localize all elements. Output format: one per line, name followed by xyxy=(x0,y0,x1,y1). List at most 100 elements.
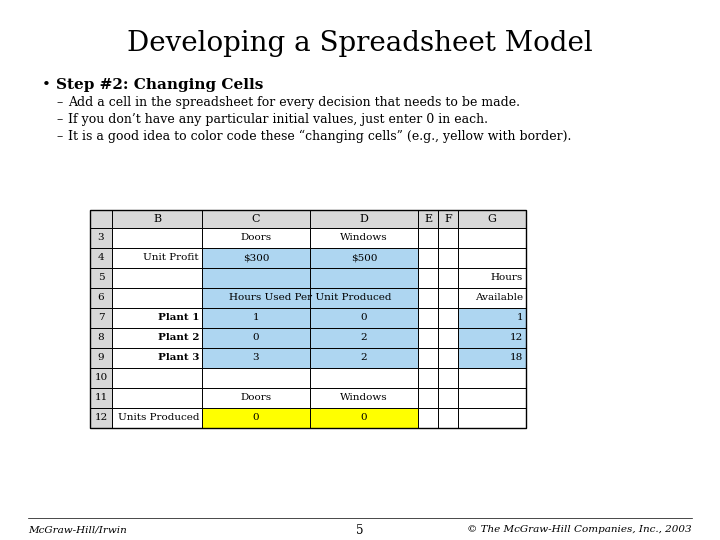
Text: 0: 0 xyxy=(361,314,367,322)
Text: 11: 11 xyxy=(94,394,107,402)
Bar xyxy=(112,268,202,288)
Bar xyxy=(310,368,418,388)
Text: C: C xyxy=(252,214,260,224)
Bar xyxy=(438,408,458,428)
Bar xyxy=(458,408,526,428)
Text: 9: 9 xyxy=(98,354,104,362)
Bar xyxy=(438,388,458,408)
Bar xyxy=(310,288,418,308)
Text: Add a cell in the spreadsheet for every decision that needs to be made.: Add a cell in the spreadsheet for every … xyxy=(68,96,520,109)
Bar xyxy=(202,248,310,268)
Bar xyxy=(458,308,526,328)
Text: Plant 2: Plant 2 xyxy=(158,334,199,342)
Text: –: – xyxy=(56,113,62,126)
Bar xyxy=(112,288,202,308)
Bar xyxy=(90,228,112,248)
Bar xyxy=(90,308,112,328)
Text: Unit Profit: Unit Profit xyxy=(143,253,199,262)
Bar xyxy=(90,328,112,348)
Text: –: – xyxy=(56,130,62,143)
Text: 5: 5 xyxy=(356,523,364,537)
Bar xyxy=(202,228,310,248)
Bar xyxy=(458,248,526,268)
Bar xyxy=(438,228,458,248)
Text: 7: 7 xyxy=(98,314,104,322)
Text: 2: 2 xyxy=(361,334,367,342)
Bar xyxy=(438,288,458,308)
Text: 0: 0 xyxy=(361,414,367,422)
Text: E: E xyxy=(424,214,432,224)
Bar xyxy=(438,210,458,228)
Bar xyxy=(418,348,438,368)
Text: $500: $500 xyxy=(351,253,377,262)
Bar xyxy=(310,268,418,288)
Text: 0: 0 xyxy=(253,414,259,422)
Bar xyxy=(310,248,418,268)
Bar xyxy=(112,210,202,228)
Bar xyxy=(202,268,310,288)
Text: 6: 6 xyxy=(98,294,104,302)
Bar xyxy=(310,228,418,248)
Bar xyxy=(202,368,310,388)
Text: Step #2: Changing Cells: Step #2: Changing Cells xyxy=(56,78,264,92)
Text: 0: 0 xyxy=(253,334,259,342)
Text: B: B xyxy=(153,214,161,224)
Bar xyxy=(438,328,458,348)
Text: D: D xyxy=(359,214,369,224)
Text: 8: 8 xyxy=(98,334,104,342)
Text: 1: 1 xyxy=(516,314,523,322)
Text: © The McGraw-Hill Companies, Inc., 2003: © The McGraw-Hill Companies, Inc., 2003 xyxy=(467,525,692,535)
Bar xyxy=(310,348,418,368)
Bar xyxy=(458,210,526,228)
Bar xyxy=(202,388,310,408)
Bar xyxy=(418,368,438,388)
Bar xyxy=(90,210,112,228)
Text: $300: $300 xyxy=(243,253,269,262)
Bar xyxy=(438,368,458,388)
Bar xyxy=(112,388,202,408)
Text: 3: 3 xyxy=(98,233,104,242)
Bar xyxy=(202,328,310,348)
Bar xyxy=(112,348,202,368)
Bar xyxy=(112,308,202,328)
Bar xyxy=(310,328,418,348)
Bar xyxy=(90,210,526,428)
Bar xyxy=(112,368,202,388)
Text: Hours: Hours xyxy=(491,273,523,282)
Bar xyxy=(90,288,112,308)
Bar xyxy=(112,408,202,428)
Bar xyxy=(90,248,112,268)
Bar xyxy=(202,288,310,308)
Text: Plant 1: Plant 1 xyxy=(158,314,199,322)
Bar xyxy=(112,248,202,268)
Bar xyxy=(202,348,310,368)
Bar xyxy=(310,388,418,408)
Text: Plant 3: Plant 3 xyxy=(158,354,199,362)
Text: Doors: Doors xyxy=(240,394,271,402)
Text: Units Produced: Units Produced xyxy=(117,414,199,422)
Bar xyxy=(90,268,112,288)
Text: Doors: Doors xyxy=(240,233,271,242)
Text: Developing a Spreadsheet Model: Developing a Spreadsheet Model xyxy=(127,30,593,57)
Bar xyxy=(438,348,458,368)
Bar xyxy=(90,348,112,368)
Text: –: – xyxy=(56,96,62,109)
Bar xyxy=(418,268,438,288)
Text: Windows: Windows xyxy=(340,394,388,402)
Bar xyxy=(418,328,438,348)
Bar xyxy=(418,228,438,248)
Bar xyxy=(90,388,112,408)
Bar xyxy=(112,328,202,348)
Bar xyxy=(202,308,310,328)
Bar xyxy=(458,368,526,388)
Text: 2: 2 xyxy=(361,354,367,362)
Bar xyxy=(418,248,438,268)
Text: 3: 3 xyxy=(253,354,259,362)
Text: It is a good idea to color code these “changing cells” (e.g., yellow with border: It is a good idea to color code these “c… xyxy=(68,130,572,143)
Bar xyxy=(90,408,112,428)
Text: 12: 12 xyxy=(94,414,107,422)
Text: 4: 4 xyxy=(98,253,104,262)
Bar xyxy=(310,308,418,328)
Bar xyxy=(458,328,526,348)
Text: If you don’t have any particular initial values, just enter 0 in each.: If you don’t have any particular initial… xyxy=(68,113,488,126)
